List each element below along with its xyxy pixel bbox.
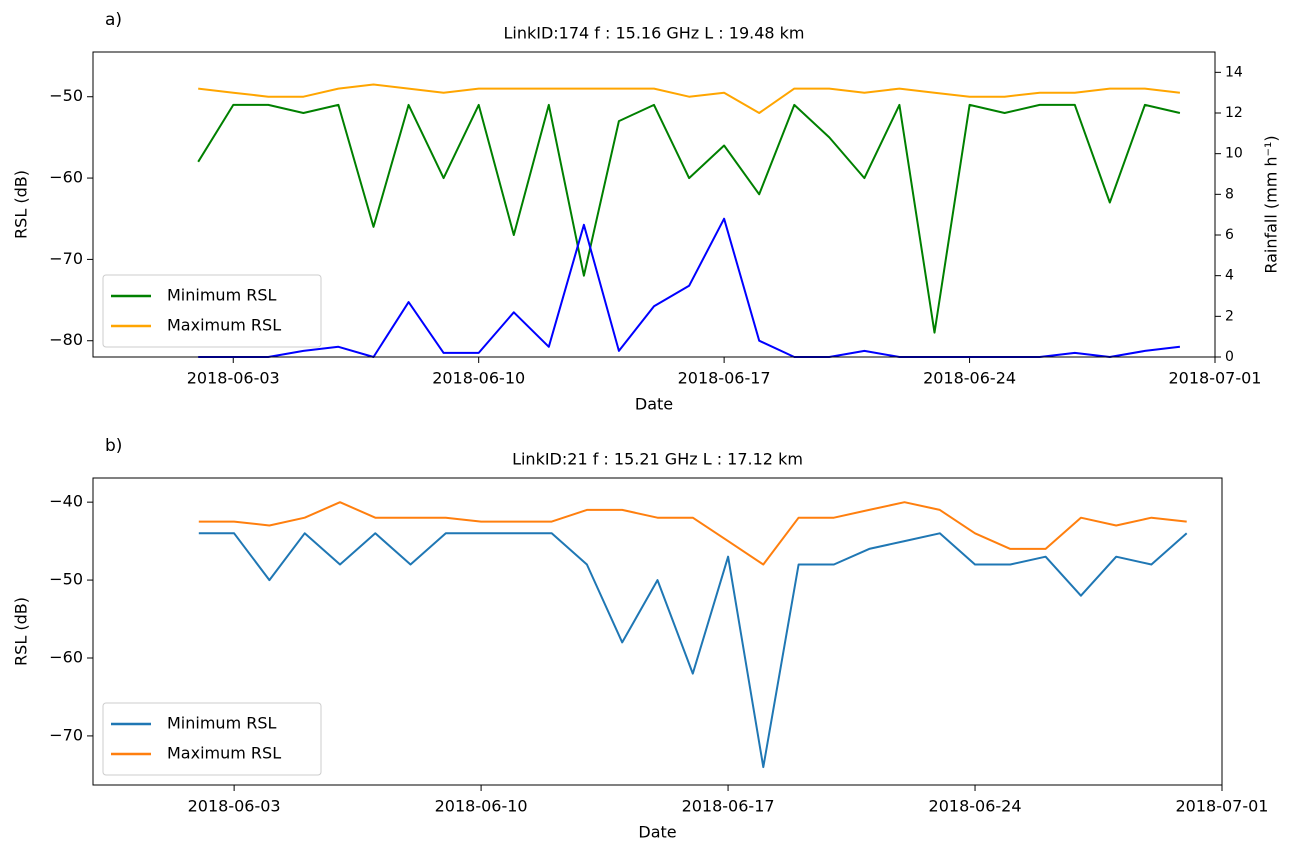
- x-tick-label: 2018-07-01: [1169, 369, 1262, 388]
- x-tick-label: 2018-06-03: [187, 369, 280, 388]
- legend-label: Maximum RSL: [167, 744, 281, 763]
- chart-title: LinkID:174 f : 15.16 GHz L : 19.48 km: [503, 24, 804, 43]
- y-tick-label: −50: [49, 570, 83, 589]
- legend-label: Minimum RSL: [167, 714, 277, 733]
- panel-label: b): [105, 436, 122, 456]
- chart-title: LinkID:21 f : 15.21 GHz L : 17.12 km: [512, 450, 803, 469]
- x-axis-label: Date: [635, 395, 673, 414]
- y2-tick-label: 0: [1225, 349, 1234, 365]
- y-tick-label: −60: [49, 647, 83, 666]
- series-line: [198, 532, 1188, 769]
- y2-tick-label: 4: [1225, 268, 1234, 284]
- y2-axis-label: Rainfall (mm h⁻¹): [1262, 135, 1281, 273]
- series-line: [198, 83, 1181, 114]
- y-tick-label: −60: [49, 168, 83, 187]
- plot-frame: [92, 477, 1223, 786]
- y2-tick-label: 8: [1225, 186, 1234, 202]
- series-line: [197, 103, 1181, 334]
- legend: Minimum RSL Maximum RSL: [102, 702, 322, 776]
- y-tick-label: −50: [49, 86, 83, 105]
- series-line: [198, 217, 1181, 358]
- legend-label: Minimum RSL: [167, 286, 277, 305]
- x-tick-label: 2018-06-17: [682, 797, 775, 816]
- legend-box: [102, 702, 322, 776]
- x-tick-label: 2018-06-03: [188, 797, 281, 816]
- y2-tick-label: 14: [1225, 64, 1243, 80]
- y-axis-label: RSL (dB): [12, 597, 31, 666]
- x-axis-label: Date: [638, 823, 676, 841]
- x-tick-label: 2018-06-24: [929, 797, 1022, 816]
- panel-label: a): [105, 10, 122, 30]
- y2-tick-label: 2: [1225, 308, 1234, 324]
- legend: Minimum RSL Maximum RSL: [102, 274, 322, 348]
- x-tick-label: 2018-06-10: [435, 797, 528, 816]
- legend-box: [102, 274, 322, 348]
- x-tick-label: 2018-06-10: [432, 369, 525, 388]
- y-tick-label: −70: [49, 725, 83, 744]
- y2-tick-label: 6: [1225, 227, 1234, 243]
- y2-tick-label: 12: [1225, 105, 1243, 121]
- x-tick-label: 2018-06-24: [923, 369, 1016, 388]
- series-line: [198, 501, 1187, 566]
- legend-label: Maximum RSL: [167, 316, 281, 335]
- plot-frame: [92, 51, 1216, 358]
- y-tick-label: −40: [49, 492, 83, 511]
- y-tick-label: −70: [49, 249, 83, 268]
- x-tick-label: 2018-07-01: [1176, 797, 1269, 816]
- y2-tick-label: 10: [1225, 146, 1243, 162]
- x-tick-label: 2018-06-17: [678, 369, 771, 388]
- y-axis-label: RSL (dB): [12, 170, 31, 239]
- y-tick-label: −80: [49, 330, 83, 349]
